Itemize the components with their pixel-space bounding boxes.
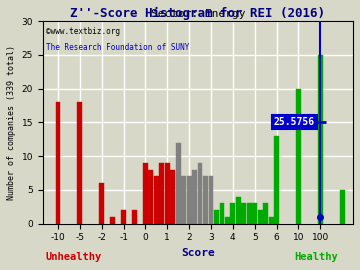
Bar: [198, 163, 202, 224]
Text: ©www.textbiz.org: ©www.textbiz.org: [46, 27, 120, 36]
Bar: [236, 197, 241, 224]
Bar: [208, 176, 213, 224]
Text: The Research Foundation of SUNY: The Research Foundation of SUNY: [46, 43, 189, 52]
Bar: [247, 203, 252, 224]
Bar: [252, 203, 257, 224]
Bar: [214, 210, 219, 224]
Y-axis label: Number of companies (339 total): Number of companies (339 total): [7, 45, 16, 200]
X-axis label: Score: Score: [181, 248, 215, 258]
Bar: [159, 163, 164, 224]
Bar: [258, 210, 262, 224]
Bar: [241, 203, 246, 224]
Bar: [225, 217, 230, 224]
Bar: [203, 176, 208, 224]
Bar: [187, 176, 192, 224]
Bar: [181, 176, 186, 224]
Bar: [154, 176, 159, 224]
Bar: [296, 89, 301, 224]
Bar: [170, 170, 175, 224]
Bar: [77, 102, 82, 224]
Text: Sector: Energy: Sector: Energy: [150, 9, 245, 19]
Bar: [176, 143, 181, 224]
Bar: [34, 129, 39, 224]
Bar: [143, 163, 148, 224]
Bar: [263, 203, 268, 224]
Bar: [274, 136, 279, 224]
Title: Z''-Score Histogram for REI (2016): Z''-Score Histogram for REI (2016): [71, 7, 325, 20]
Bar: [269, 217, 274, 224]
Bar: [99, 183, 104, 224]
Bar: [340, 190, 345, 224]
Bar: [220, 203, 224, 224]
Bar: [165, 163, 170, 224]
Bar: [55, 102, 60, 224]
Bar: [148, 170, 153, 224]
Bar: [110, 217, 115, 224]
Text: 25.5756: 25.5756: [274, 117, 315, 127]
Text: Healthy: Healthy: [294, 252, 338, 262]
Bar: [318, 55, 323, 224]
Bar: [121, 210, 126, 224]
Bar: [192, 170, 197, 224]
Bar: [132, 210, 137, 224]
Bar: [230, 203, 235, 224]
Text: Unhealthy: Unhealthy: [46, 252, 102, 262]
